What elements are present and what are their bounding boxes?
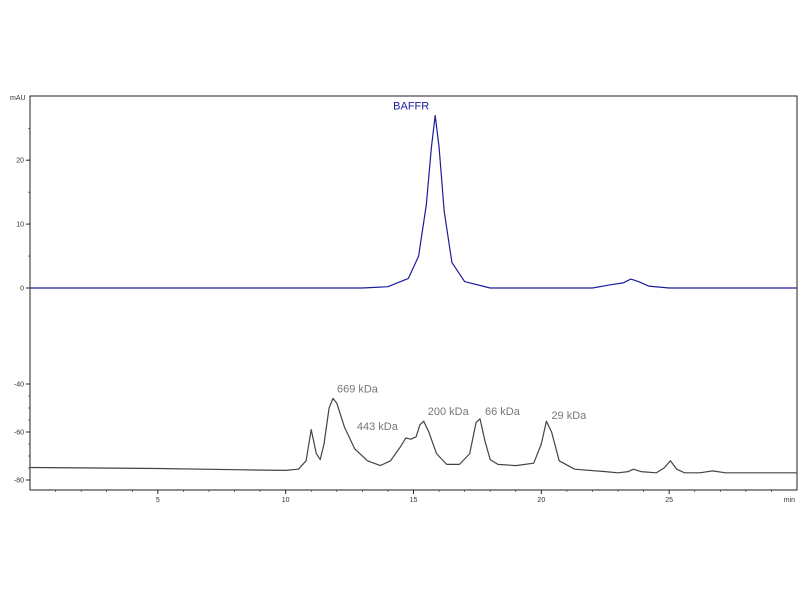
y-tick-label: -60: [14, 430, 24, 437]
annotation-layer: BAFFR 669 kDa 443 kDa 200 kDa 66 kDa 29 kDa: [337, 100, 587, 433]
series-line-baffr: [30, 114, 797, 289]
y-tick-label: -80: [14, 478, 24, 485]
y-tick-label: 10: [16, 222, 24, 229]
peak-label: 29 kDa: [551, 410, 587, 422]
plot-frame: [29, 95, 798, 491]
x-axis: 5 10 15 20 25 min: [55, 490, 795, 504]
plot-border: [29, 95, 798, 491]
peak-label: 669 kDa: [337, 383, 379, 395]
y-tick-label: -40: [14, 382, 24, 389]
x-tick-label: 5: [156, 497, 160, 504]
x-tick-label: 25: [665, 497, 673, 504]
y-unit-label: mAU: [10, 95, 26, 102]
y-tick-label: 0: [20, 286, 24, 293]
series-line-standards: [29, 397, 797, 474]
x-tick-label: 20: [537, 497, 545, 504]
peak-label: 443 kDa: [357, 421, 399, 433]
peak-label: BAFFR: [393, 100, 429, 112]
peak-label: 200 kDa: [428, 406, 470, 418]
peak-label: 66 kDa: [485, 406, 521, 418]
x-unit-label: min: [784, 497, 795, 504]
x-tick-label: 15: [410, 497, 418, 504]
x-tick-label: 10: [282, 497, 290, 504]
series-layer: [29, 114, 797, 474]
y-tick-label: 20: [16, 158, 24, 165]
y-axis: mAU 20 10 0 -40 -60 -80: [10, 95, 30, 485]
